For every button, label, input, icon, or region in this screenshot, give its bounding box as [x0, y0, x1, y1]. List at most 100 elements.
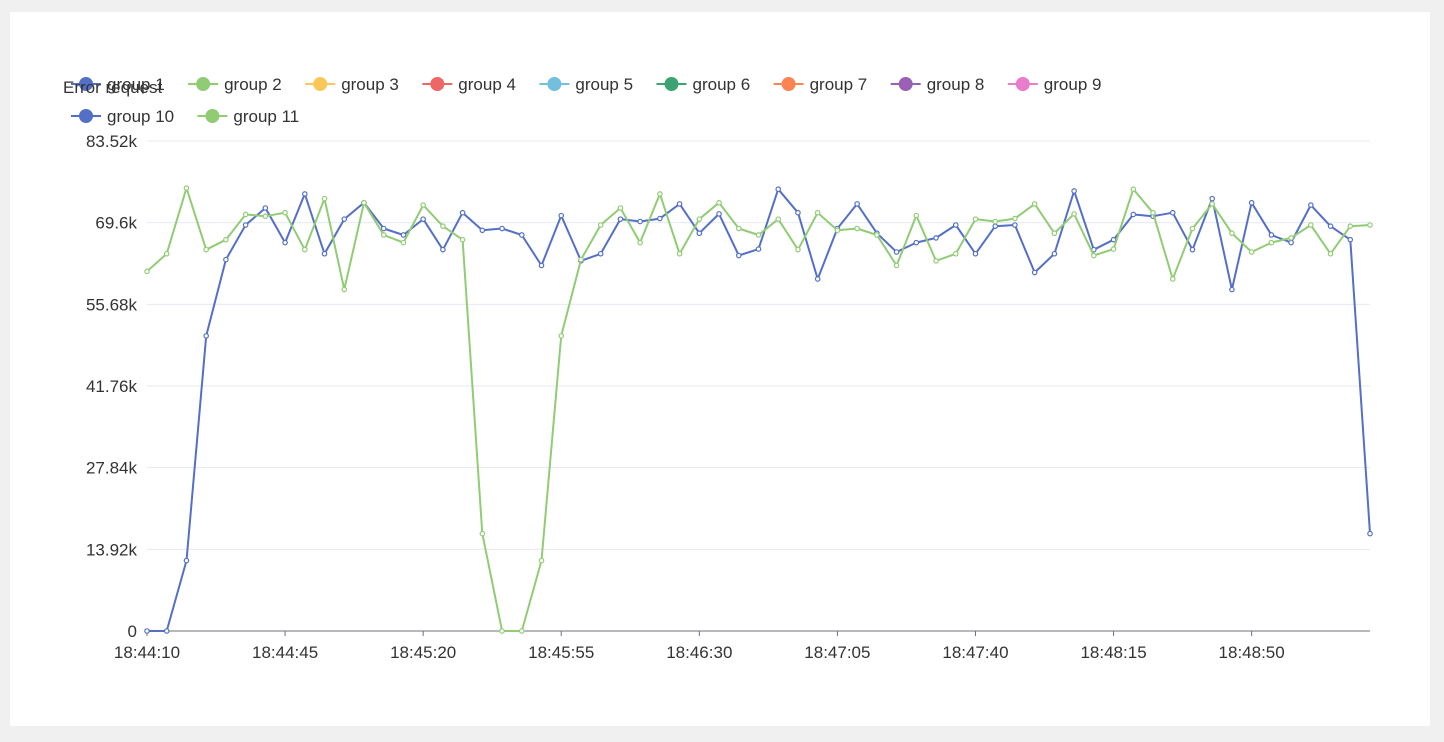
data-point — [479, 227, 486, 234]
data-point — [893, 262, 900, 269]
data-point — [203, 246, 209, 253]
data-point — [223, 236, 229, 243]
data-point — [538, 557, 545, 564]
data-point — [420, 216, 426, 222]
x-tick-label: 18:48:50 — [1219, 643, 1285, 662]
data-point — [1288, 239, 1294, 246]
data-point — [637, 218, 643, 225]
y-tick-label: 27.84k — [86, 459, 138, 478]
data-point — [302, 191, 308, 197]
data-point — [874, 232, 880, 238]
data-point — [775, 186, 782, 193]
data-point — [1031, 269, 1038, 276]
data-point — [144, 628, 150, 634]
data-point — [1229, 286, 1235, 293]
data-point — [1308, 222, 1314, 228]
data-point — [1327, 223, 1334, 229]
data-point — [657, 215, 663, 222]
legend-swatch-dot — [898, 77, 913, 91]
data-point — [321, 250, 328, 257]
legend-item: group 8 — [890, 75, 985, 94]
data-point — [341, 286, 348, 293]
data-point — [795, 209, 801, 216]
legend-label: group 8 — [927, 75, 985, 94]
x-tick-label: 18:47:05 — [804, 643, 870, 662]
legend-label: group 11 — [233, 107, 299, 126]
data-point — [952, 250, 959, 257]
data-point — [696, 216, 703, 222]
legend-swatch-dot — [313, 77, 328, 91]
x-tick-label: 18:44:10 — [114, 643, 180, 662]
data-point — [538, 262, 545, 269]
legend-swatch-dot — [781, 77, 796, 91]
data-point — [1268, 239, 1275, 246]
data-point — [203, 333, 209, 339]
data-point — [380, 232, 387, 238]
data-point — [1268, 232, 1275, 238]
data-point — [617, 216, 624, 222]
y-tick-label: 41.76k — [86, 377, 138, 396]
legend-swatch-dot — [79, 77, 93, 91]
series-line — [147, 188, 1371, 632]
legend-item: group 9 — [1007, 75, 1101, 94]
legend-item: group 4 — [422, 75, 516, 94]
data-point — [459, 209, 466, 216]
data-point — [321, 195, 328, 202]
legend-item: group 7 — [773, 75, 867, 94]
data-point — [1012, 222, 1018, 228]
legend-label: group 10 — [107, 107, 174, 126]
data-point — [735, 225, 742, 232]
legend-label: group 1 — [107, 75, 165, 94]
series-line — [146, 187, 1371, 632]
data-point — [814, 209, 821, 216]
legend-item: group 2 — [188, 75, 282, 94]
data-point — [1209, 195, 1215, 202]
data-point — [1229, 230, 1235, 237]
legend-label: group 2 — [224, 75, 282, 94]
data-point — [144, 268, 150, 275]
data-point — [795, 246, 801, 253]
data-point — [282, 209, 288, 216]
data-point — [1189, 246, 1196, 253]
data-point — [499, 225, 505, 232]
legend-item: group 3 — [305, 75, 399, 94]
data-point — [597, 222, 604, 228]
legend: group 1 group 2 group 3 group 4 group 5 group… — [71, 75, 1101, 126]
data-point — [440, 223, 446, 229]
data-point — [420, 202, 426, 208]
data-point — [341, 216, 348, 222]
data-point — [992, 223, 999, 229]
legend-item: group 6 — [656, 75, 750, 94]
data-point — [854, 225, 860, 232]
data-point — [558, 212, 565, 219]
data-point — [302, 246, 308, 253]
data-point — [1308, 202, 1314, 208]
data-point — [262, 205, 269, 211]
data-point — [499, 628, 505, 634]
line-chart: 0 13.92k 27.84k 41.76k 55.68k 69.6k 83.52k 18:4… — [63, 75, 1373, 662]
data-point — [459, 236, 466, 243]
data-point — [716, 199, 722, 206]
data-point — [1130, 211, 1137, 218]
data-point — [913, 212, 920, 219]
data-point — [933, 235, 939, 241]
legend-label: group 4 — [458, 75, 516, 94]
legend-swatch-dot — [1015, 77, 1030, 91]
legend-swatch-dot — [547, 77, 562, 91]
data-point — [1327, 250, 1334, 257]
data-point — [242, 222, 249, 228]
legend-swatch-dot — [664, 77, 679, 91]
data-point — [617, 205, 624, 211]
series-group-2 — [144, 185, 1373, 634]
data-point — [400, 239, 407, 246]
legend-item: group 10 — [71, 107, 174, 126]
data-point — [380, 225, 387, 232]
data-point — [479, 530, 486, 537]
data-point — [933, 258, 939, 264]
data-point — [518, 628, 525, 634]
data-point — [163, 250, 170, 257]
data-point — [676, 201, 683, 207]
data-point — [913, 239, 920, 246]
data-point — [1130, 186, 1137, 193]
data-point — [1367, 222, 1373, 228]
